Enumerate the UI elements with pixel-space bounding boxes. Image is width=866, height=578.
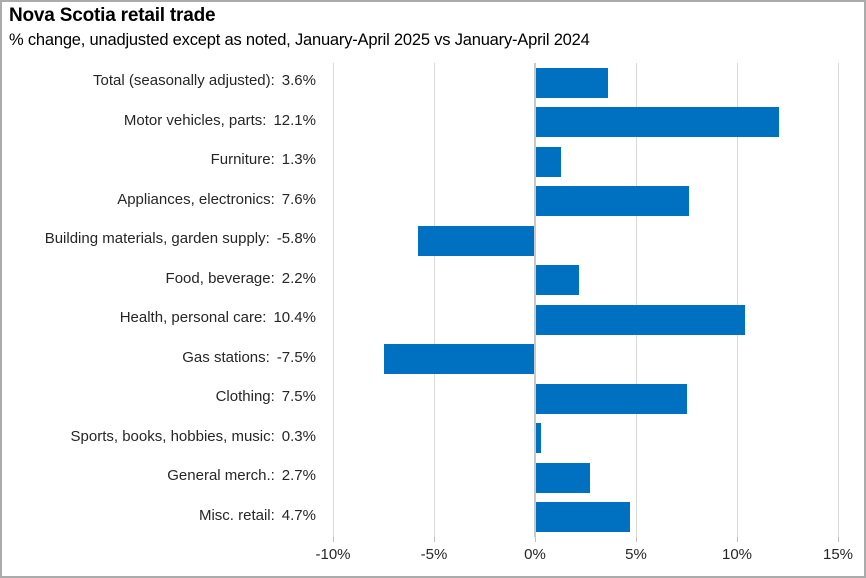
x-axis: -10% -5% 0% 5% 10% 15% xyxy=(315,537,853,569)
category-label: Furniture: 1.3% xyxy=(2,140,316,180)
x-tick-label: 0% xyxy=(524,546,546,563)
bar xyxy=(535,146,562,177)
category-name: Clothing: xyxy=(215,388,275,406)
x-tick xyxy=(332,537,334,542)
bar xyxy=(417,225,535,256)
category-label: Total (seasonally adjusted): 3.6% xyxy=(2,61,316,101)
category-value: 0.3% xyxy=(281,427,316,445)
gridline xyxy=(635,63,637,537)
bar xyxy=(535,265,580,296)
category-name: Total (seasonally adjusted): xyxy=(93,72,275,90)
category-value: 12.1% xyxy=(273,111,316,129)
category-label: Gas stations: -7.5% xyxy=(2,338,316,378)
category-label: Sports, books, hobbies, music: 0.3% xyxy=(2,417,316,457)
gridline xyxy=(332,63,334,537)
x-tick-label: -10% xyxy=(315,546,351,563)
plot-area xyxy=(332,63,839,537)
category-name: Food, beverage: xyxy=(165,269,275,287)
x-tick xyxy=(433,537,435,542)
category-label: Motor vehicles, parts: 12.1% xyxy=(2,101,316,141)
category-value: 1.3% xyxy=(281,151,316,169)
category-label: Clothing: 7.5% xyxy=(2,377,316,417)
zero-line xyxy=(534,63,536,537)
category-value: -7.5% xyxy=(276,348,316,366)
bar xyxy=(383,344,535,375)
category-name: Furniture: xyxy=(210,151,275,169)
category-name: Building materials, garden supply: xyxy=(44,230,270,248)
bar xyxy=(535,502,630,533)
category-name: Health, personal care: xyxy=(119,309,267,327)
category-name: General merch.: xyxy=(167,467,275,485)
category-label: General merch.: 2.7% xyxy=(2,456,316,496)
category-value: 2.2% xyxy=(281,269,316,287)
x-tick-label: 10% xyxy=(721,546,753,563)
x-tick-label: -5% xyxy=(420,546,448,563)
bar xyxy=(535,423,542,454)
x-tick xyxy=(534,537,536,542)
category-label: Appliances, electronics: 7.6% xyxy=(2,180,316,220)
x-tick xyxy=(635,537,637,542)
category-name: Sports, books, hobbies, music: xyxy=(70,427,275,445)
chart-title: Nova Scotia retail trade xyxy=(9,5,216,26)
category-value: 4.7% xyxy=(281,506,316,524)
x-tick-label: 5% xyxy=(625,546,647,563)
x-tick xyxy=(736,537,738,542)
chart-subtitle: % change, unadjusted except as noted, Ja… xyxy=(9,31,590,49)
category-label: Misc. retail: 4.7% xyxy=(2,496,316,536)
category-name: Motor vehicles, parts: xyxy=(123,111,267,129)
category-value: 7.6% xyxy=(281,190,316,208)
category-label: Food, beverage: 2.2% xyxy=(2,259,316,299)
category-label: Health, personal care: 10.4% xyxy=(2,298,316,338)
category-value: -5.8% xyxy=(276,230,316,248)
category-value: 10.4% xyxy=(273,309,316,327)
bar xyxy=(535,383,687,414)
category-name: Gas stations: xyxy=(182,348,270,366)
category-name: Misc. retail: xyxy=(198,506,275,524)
category-label: Building materials, garden supply: -5.8% xyxy=(2,219,316,259)
bar xyxy=(535,462,590,493)
x-tick-label: 15% xyxy=(822,546,854,563)
gridline xyxy=(736,63,738,537)
category-value: 2.7% xyxy=(281,467,316,485)
category-value: 7.5% xyxy=(281,388,316,406)
bar xyxy=(535,304,746,335)
category-labels: Total (seasonally adjusted): 3.6% Motor ve… xyxy=(2,61,316,535)
category-name: Appliances, electronics: xyxy=(117,190,275,208)
bar xyxy=(535,107,780,138)
x-tick xyxy=(837,537,839,542)
gridline xyxy=(837,63,839,537)
gridline xyxy=(433,63,435,537)
bar xyxy=(535,186,689,217)
category-value: 3.6% xyxy=(281,72,316,90)
bar xyxy=(535,67,608,98)
